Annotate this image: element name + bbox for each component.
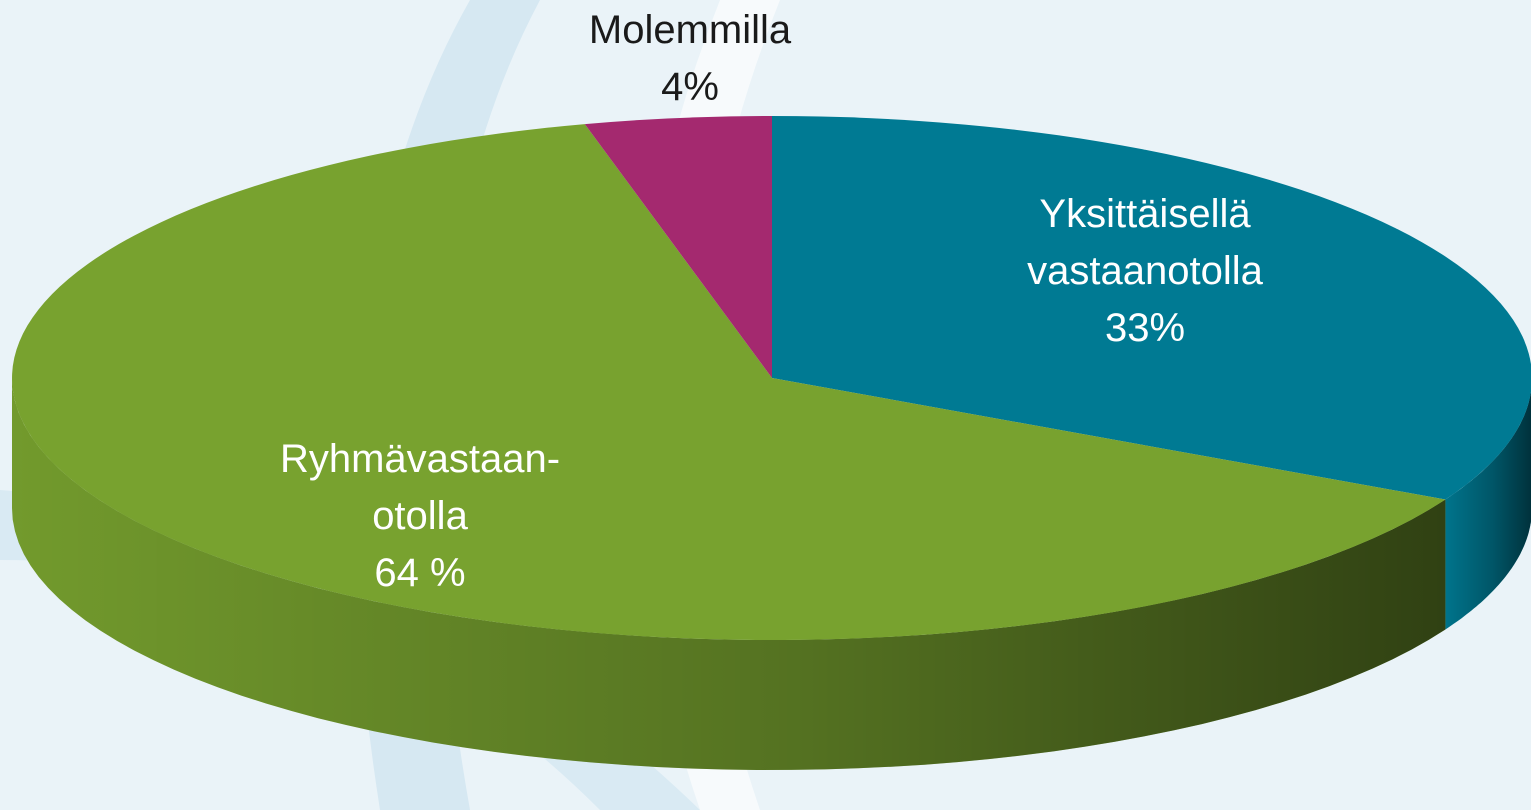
category-label: Ryhmävastaan-otolla (279, 437, 561, 538)
value-label: 4% (661, 65, 719, 109)
category-label: Yksittäisellä vastaanotolla (1027, 192, 1263, 293)
slice-label: Yksittäisellä vastaanotolla 33% (995, 186, 1295, 357)
slice-side-shade (1445, 391, 1531, 630)
value-label: 33% (1104, 306, 1186, 350)
category-label: Molemmilla (588, 8, 792, 52)
value-label: 64 % (374, 551, 466, 595)
slice (772, 116, 1531, 500)
slice-side-shade (12, 378, 1446, 770)
slice (12, 124, 1446, 641)
slice (584, 116, 772, 378)
slice-label: Molemmilla 4% (530, 2, 850, 116)
slice-label: Ryhmävastaan-otolla 64 % (245, 431, 595, 602)
